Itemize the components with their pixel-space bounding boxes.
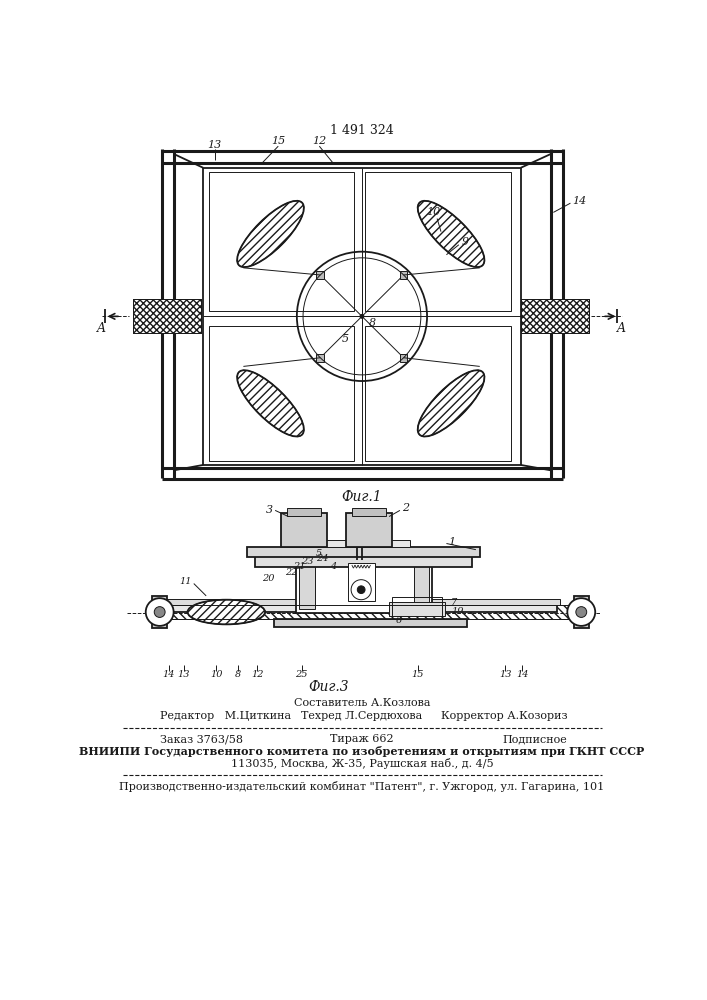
Text: 9: 9 xyxy=(462,237,469,247)
Text: 8: 8 xyxy=(235,670,241,679)
Text: 1 491 324: 1 491 324 xyxy=(330,124,394,137)
Text: 14: 14 xyxy=(572,196,586,206)
Bar xyxy=(247,547,480,557)
Text: A: A xyxy=(617,322,626,335)
Bar xyxy=(287,508,321,516)
Bar xyxy=(152,596,168,628)
Bar xyxy=(521,299,589,333)
Circle shape xyxy=(567,598,595,626)
Text: Корректор А.Козориз: Корректор А.Козориз xyxy=(441,711,567,721)
Text: 15: 15 xyxy=(271,136,286,146)
Bar xyxy=(132,299,201,333)
Text: 15: 15 xyxy=(411,670,424,679)
Bar xyxy=(274,619,467,627)
Bar xyxy=(317,271,325,279)
Text: 6: 6 xyxy=(395,616,402,625)
Bar xyxy=(152,605,573,619)
Text: 12: 12 xyxy=(312,136,327,146)
Text: 10: 10 xyxy=(210,670,223,679)
Text: Производственно-издательский комбинат "Патент", г. Ужгород, ул. Гагарина, 101: Производственно-издательский комбинат "П… xyxy=(119,781,604,792)
Circle shape xyxy=(357,586,365,594)
Text: 4: 4 xyxy=(330,562,337,571)
Text: 21: 21 xyxy=(293,562,305,571)
Text: 2: 2 xyxy=(402,503,409,513)
Text: 1: 1 xyxy=(448,537,455,547)
Bar xyxy=(389,602,445,616)
Bar xyxy=(365,172,510,311)
Ellipse shape xyxy=(187,600,265,624)
Bar xyxy=(414,564,429,609)
Text: 13: 13 xyxy=(499,670,512,679)
Text: Составитель А.Козлова: Составитель А.Козлова xyxy=(293,698,430,708)
Bar xyxy=(166,599,559,605)
Circle shape xyxy=(575,607,587,617)
Text: 19: 19 xyxy=(451,607,464,616)
Bar xyxy=(317,354,325,362)
Text: ВНИИПИ Государственного комитета по изобретениям и открытиям при ГКНТ СССР: ВНИИПИ Государственного комитета по изоб… xyxy=(79,746,645,757)
Bar xyxy=(348,563,375,601)
Text: 3: 3 xyxy=(266,505,273,515)
Text: 13: 13 xyxy=(208,140,222,150)
Text: 14: 14 xyxy=(516,670,529,679)
Bar xyxy=(317,540,410,547)
Bar xyxy=(352,508,386,516)
Text: Редактор   М.Циткина: Редактор М.Циткина xyxy=(160,711,291,721)
Bar xyxy=(255,556,472,567)
Ellipse shape xyxy=(237,370,304,437)
Text: 7: 7 xyxy=(451,598,457,607)
Text: 8: 8 xyxy=(369,318,376,328)
Bar xyxy=(209,326,354,461)
Circle shape xyxy=(351,580,371,600)
Bar xyxy=(392,597,442,620)
Bar xyxy=(365,326,510,461)
Text: Заказ 3763/58: Заказ 3763/58 xyxy=(160,734,243,744)
Text: 23: 23 xyxy=(300,557,313,566)
Text: 113035, Москва, Ж-35, Раушская наб., д. 4/5: 113035, Москва, Ж-35, Раушская наб., д. … xyxy=(230,758,493,769)
Text: 25: 25 xyxy=(296,670,308,679)
Text: A: A xyxy=(97,322,106,335)
Text: 12: 12 xyxy=(251,670,264,679)
Circle shape xyxy=(146,598,174,626)
Text: 10: 10 xyxy=(426,207,440,217)
Text: 13: 13 xyxy=(177,670,190,679)
Text: 5: 5 xyxy=(341,334,349,344)
Bar xyxy=(521,299,589,333)
Text: 14: 14 xyxy=(163,670,175,679)
Text: Фиг.1: Фиг.1 xyxy=(341,490,382,504)
Text: 5: 5 xyxy=(316,549,322,558)
Ellipse shape xyxy=(237,201,304,267)
Bar xyxy=(296,560,432,613)
Text: 22: 22 xyxy=(285,568,298,577)
Bar xyxy=(170,601,557,612)
Text: Техред Л.Сердюхова: Техред Л.Сердюхова xyxy=(301,711,423,721)
Text: 20: 20 xyxy=(262,574,274,583)
Bar xyxy=(346,513,392,547)
Circle shape xyxy=(154,607,165,617)
Text: 24: 24 xyxy=(316,554,329,563)
Ellipse shape xyxy=(418,370,484,437)
Text: Фиг.3: Фиг.3 xyxy=(308,680,349,694)
Text: Подписное: Подписное xyxy=(503,734,567,744)
Bar xyxy=(399,271,407,279)
Ellipse shape xyxy=(418,201,484,267)
Bar xyxy=(132,299,201,333)
Bar xyxy=(209,172,354,311)
Bar xyxy=(573,596,589,628)
Text: Тираж 662: Тираж 662 xyxy=(330,734,394,744)
Bar xyxy=(281,513,327,547)
Bar xyxy=(399,354,407,362)
Circle shape xyxy=(360,314,364,318)
Bar xyxy=(299,564,315,609)
Text: 11: 11 xyxy=(179,578,192,586)
Bar xyxy=(152,605,573,619)
